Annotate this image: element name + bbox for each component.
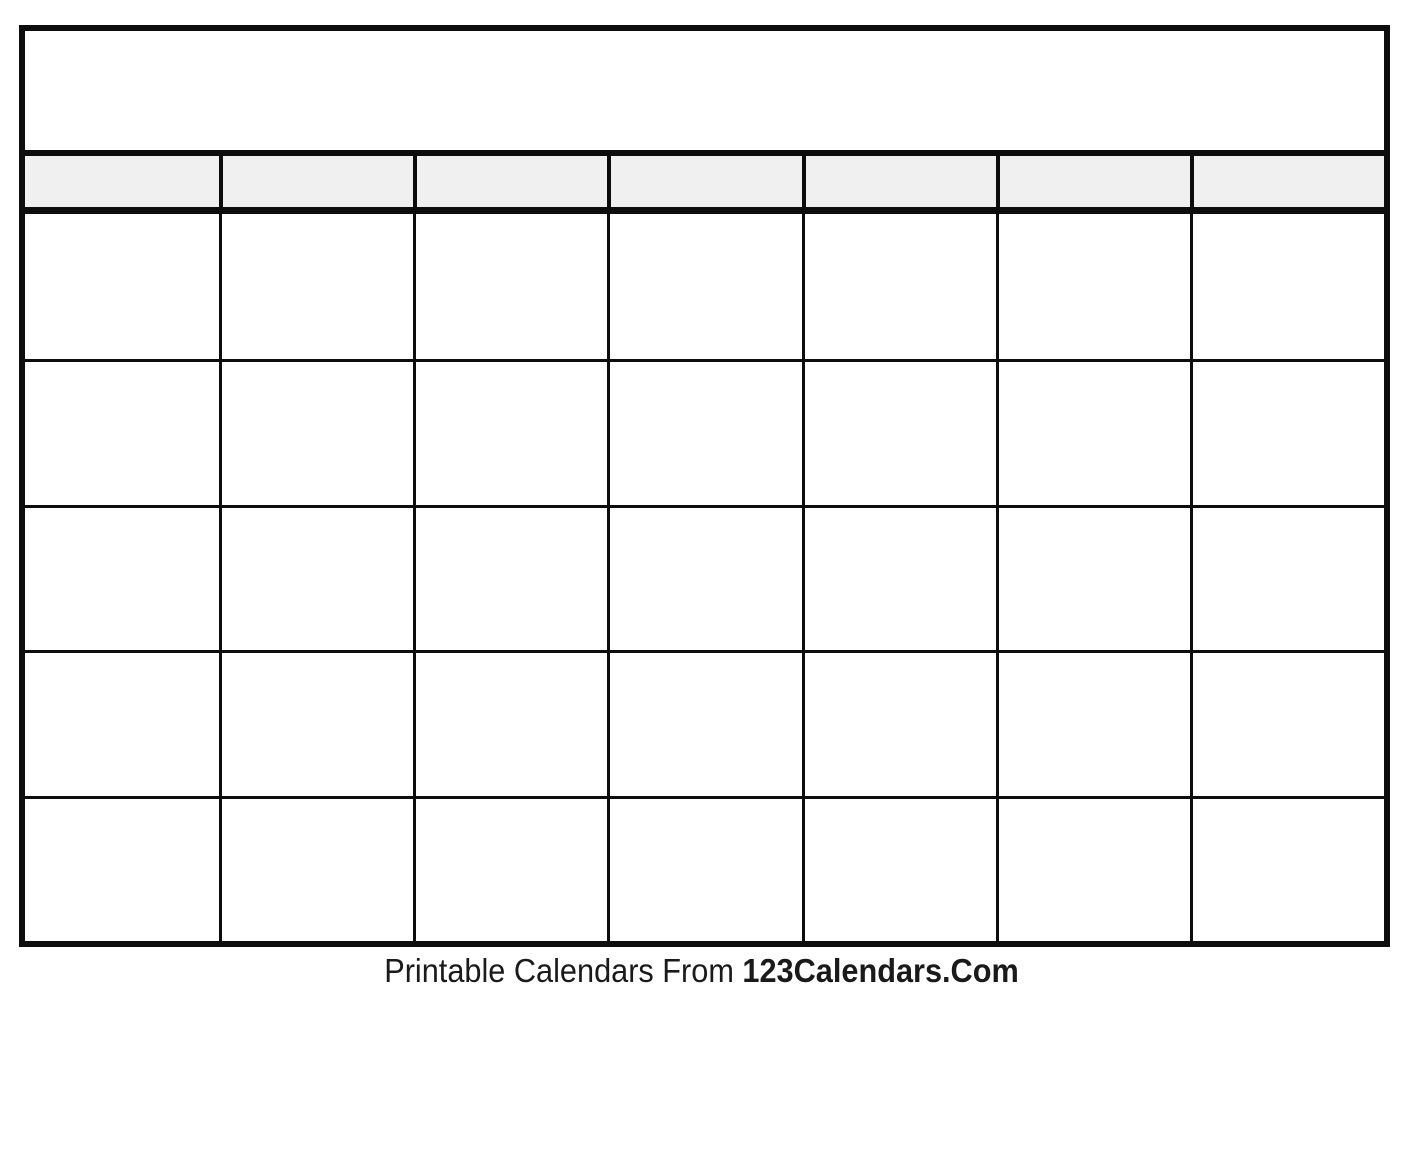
day-cell [801,214,996,360]
day-cell [1189,795,1384,941]
weekday-cell [219,156,413,207]
day-cell [25,359,220,504]
weekday-cell [801,156,996,207]
day-cell [607,214,801,360]
day-cell [413,214,607,360]
day-cell [801,504,996,651]
day-cell [413,504,608,651]
day-cell [607,795,802,941]
weekday-cell [1189,156,1384,207]
calendar-grid [25,214,1384,941]
day-cell [801,650,996,796]
calendar-title-box [25,31,1384,156]
weekday-header-row [25,156,1384,214]
day-cell [25,650,220,795]
day-cell [219,359,414,505]
day-cell [25,795,220,941]
day-cell [1189,359,1384,505]
day-cell [801,795,996,941]
day-cell [995,214,1190,360]
footer-credit: Printable Calendars From 123Calendars.Co… [49,951,1354,991]
weekday-cell [413,156,607,207]
day-cell [1189,650,1384,796]
day-cell [413,359,608,505]
day-cell [413,650,608,796]
footer-brand: 123Calendars.Com [742,952,1019,989]
day-cell [219,650,414,796]
day-cell [995,650,1190,796]
day-cell [995,504,1190,651]
day-cell [801,359,996,505]
calendar-template [19,25,1390,947]
day-cell [25,214,219,359]
day-cell [219,504,414,651]
day-cell [607,650,802,796]
weekday-cell [607,156,801,207]
day-cell [995,795,1190,941]
day-cell [1189,504,1384,651]
weekday-cell [25,156,219,207]
day-cell [995,359,1190,505]
day-cell [25,504,220,650]
day-cell [1189,214,1384,360]
weekday-cell [995,156,1190,207]
day-cell [607,504,802,651]
day-cell [413,795,608,941]
day-cell [219,795,414,941]
day-cell [219,214,413,360]
footer-credit-text: Printable Calendars From [384,952,743,989]
day-cell [607,359,802,505]
